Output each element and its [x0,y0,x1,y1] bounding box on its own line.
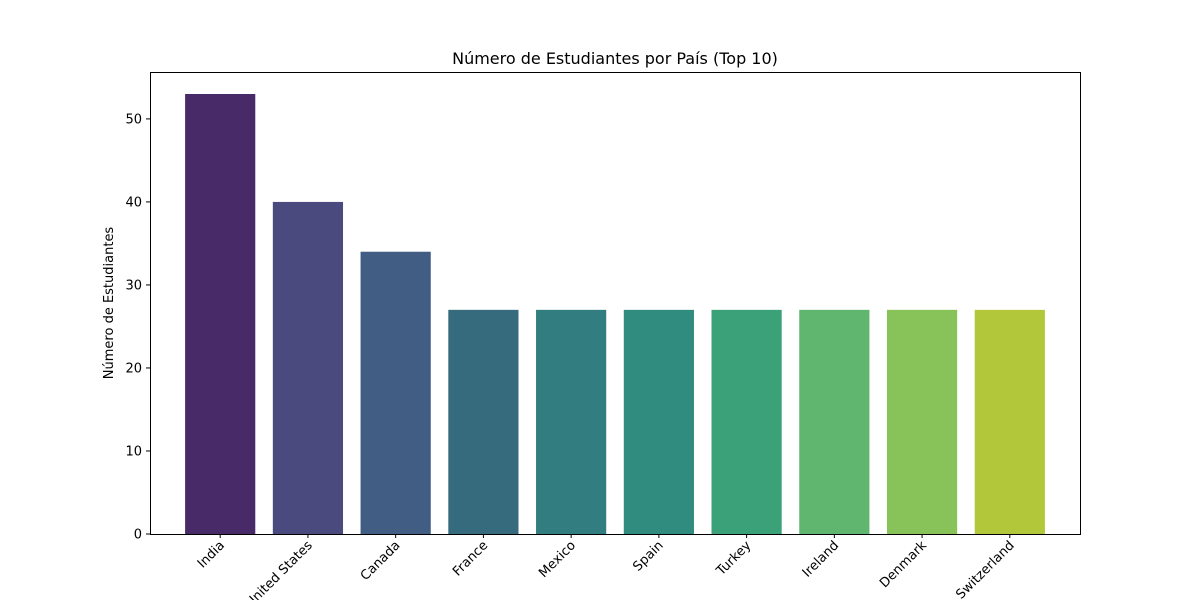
y-tick-label: 0 [134,528,142,543]
bar-united-states [272,201,344,534]
bar-ireland [799,309,870,534]
bar-switzerland [974,309,1045,534]
y-tick-label: 10 [125,444,142,459]
bar-canada [360,251,431,535]
plot-area-frame [150,72,1081,535]
x-axis-ticks: India United States Canada France Mexico Spai… [195,534,1018,604]
x-tick-label: India [195,538,228,571]
y-axis-label: Número de Estudiantes [102,227,117,380]
y-tick-label: 30 [125,278,142,293]
chart-title: Número de Estudiantes por País (Top 10) [452,49,778,68]
x-tick-label: Turkey [713,538,754,579]
y-axis-ticks: 0 10 20 30 40 50 [125,112,150,543]
y-tick-label: 40 [125,195,142,210]
bar-spain [623,309,694,534]
x-tick-label: Ireland [800,538,842,580]
y-tick-label: 20 [125,361,142,376]
x-tick-label: Mexico [536,538,579,581]
bar-denmark [886,309,958,534]
x-tick-label: France [450,538,491,579]
y-tick-label: 50 [125,112,142,127]
bars-layer [185,94,1045,535]
x-tick-label: Denmark [877,538,930,591]
x-tick-label: Switzerland [953,538,1017,600]
bar-france [448,309,519,534]
bar-india [185,94,256,534]
bar-turkey [711,309,782,534]
x-tick-label: Canada [358,538,404,584]
bar-mexico [536,309,607,534]
x-tick-label: United States [243,538,316,600]
x-tick-label: Spain [630,538,666,574]
